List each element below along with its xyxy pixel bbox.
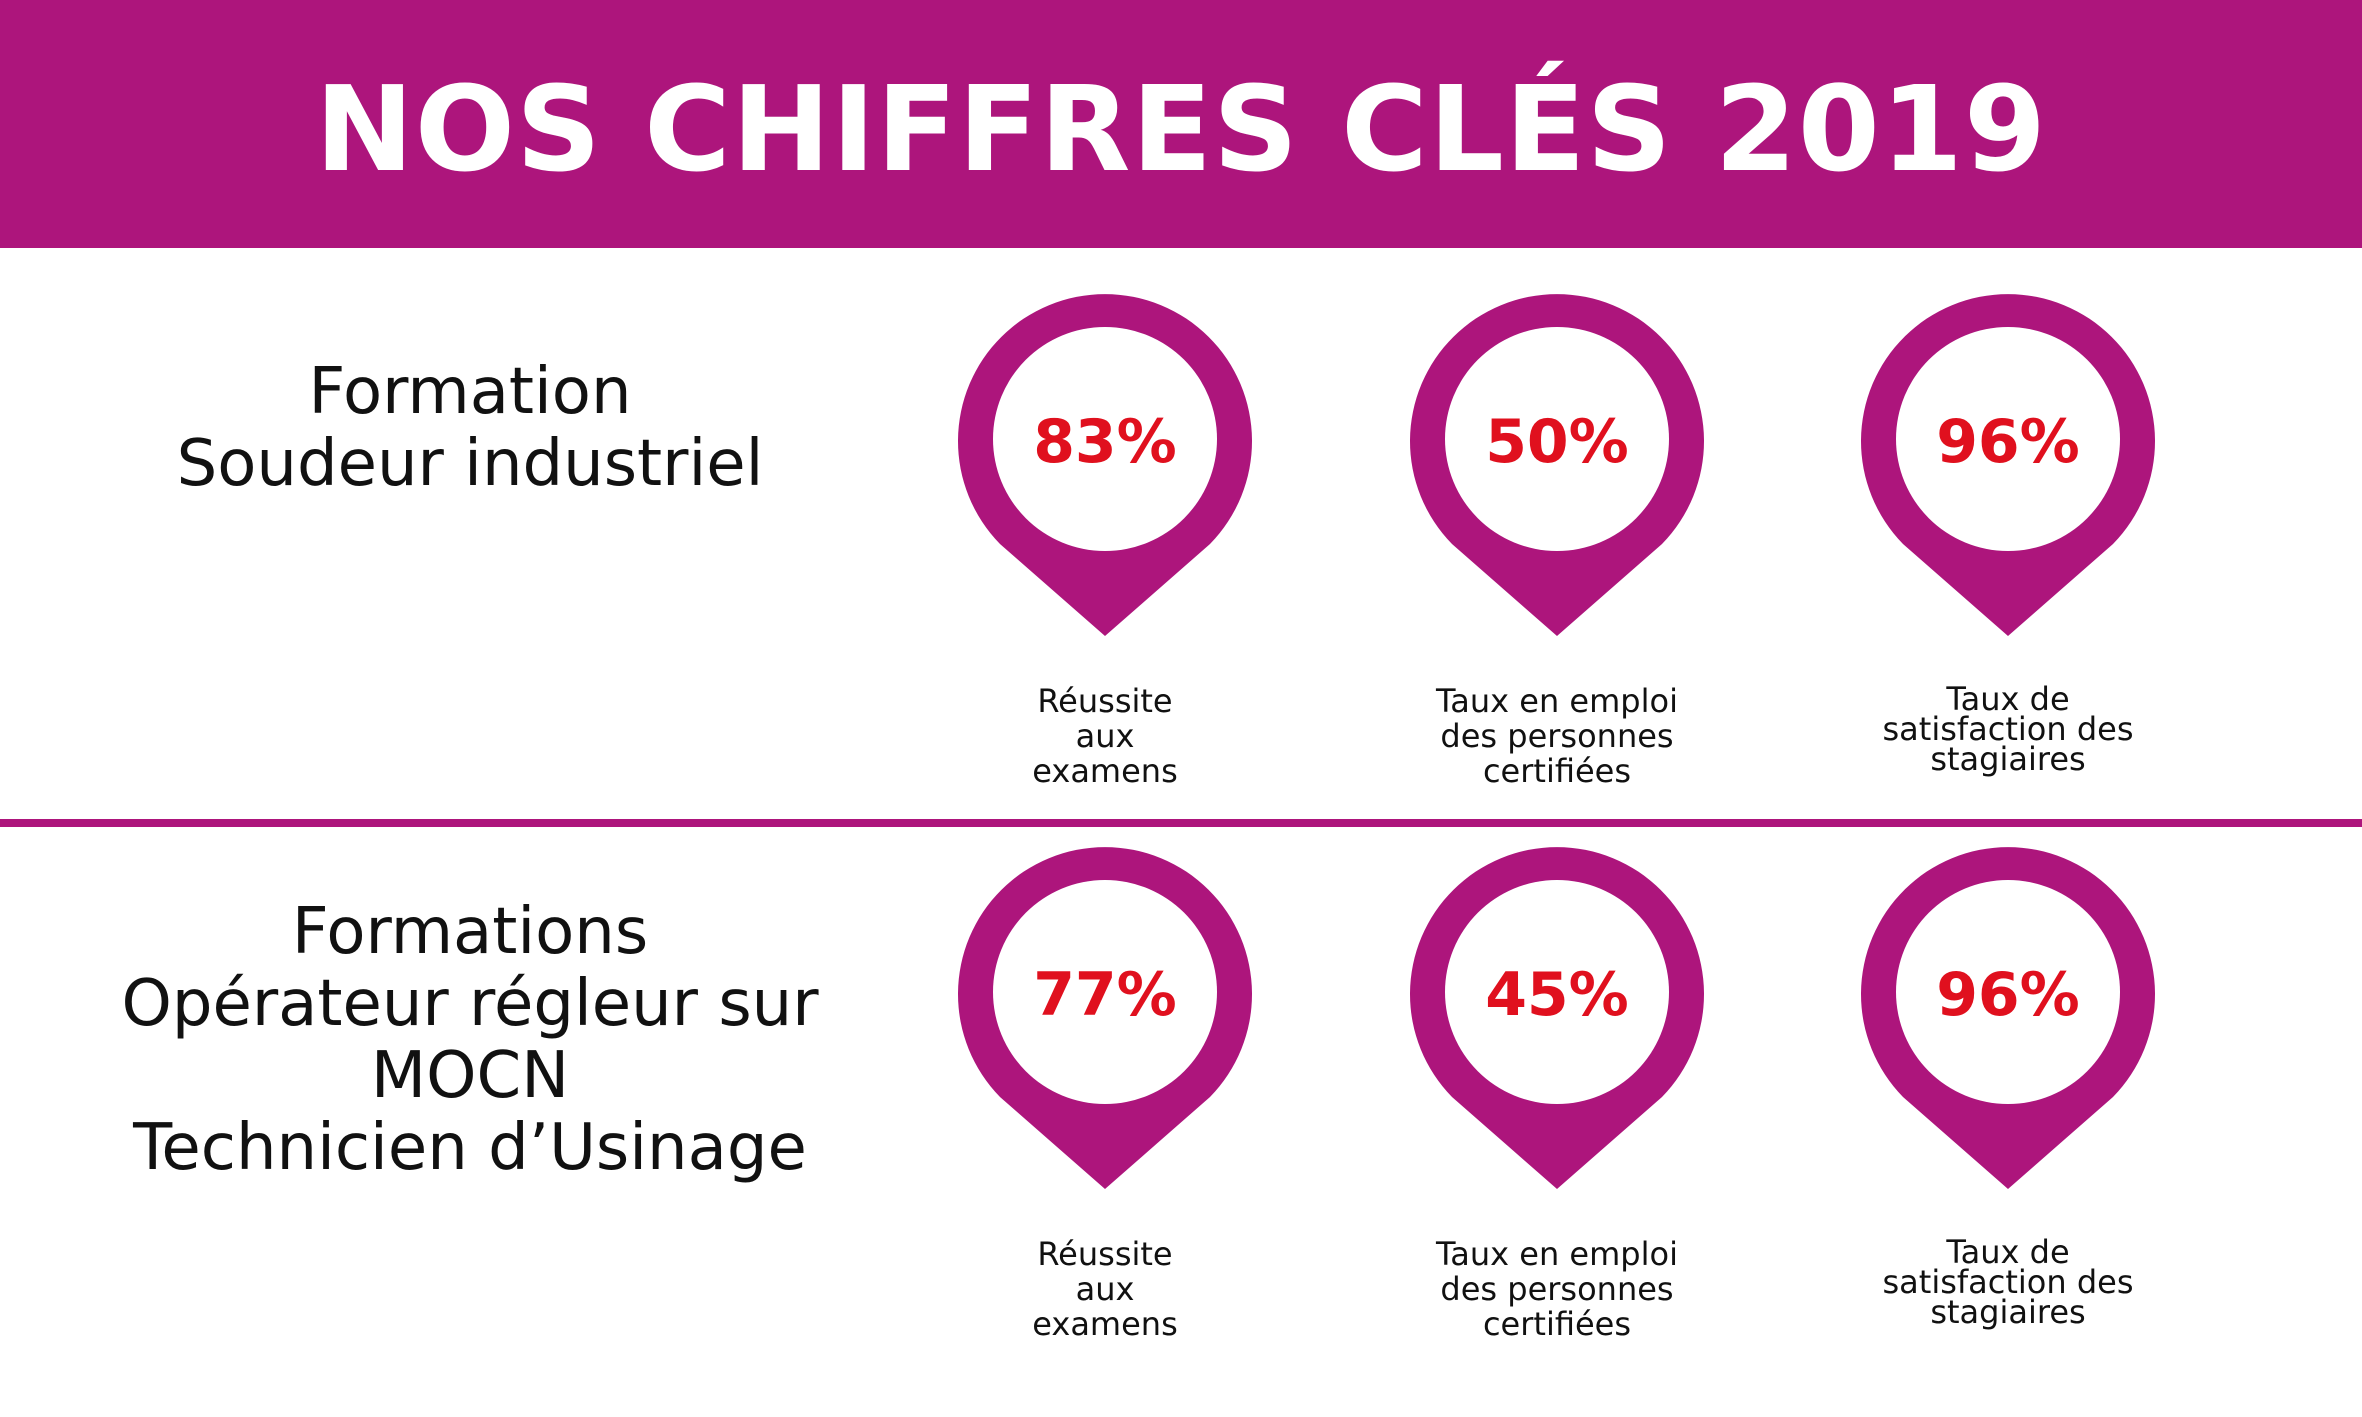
section-title-line: Opérateur régleur sur: [121, 967, 819, 1041]
section-divider: [0, 819, 2362, 827]
map-pin-icon: [1410, 292, 1704, 636]
stat-value: 50%: [1485, 407, 1629, 477]
stat-value: 96%: [1936, 960, 2080, 1030]
section-title: Formations Opérateur régleur sur MOCN Te…: [40, 896, 900, 1184]
stat-value: 83%: [1033, 407, 1177, 477]
map-pin-icon: [958, 292, 1252, 636]
stat-value: 96%: [1936, 407, 2080, 477]
section-title-line: Formation: [308, 355, 632, 429]
stat-value: 45%: [1485, 960, 1629, 1030]
stat-label: Taux de satisfaction des stagiaires: [1882, 1233, 2134, 1331]
section-title-line: Technicien d’Usinage: [133, 1111, 807, 1185]
map-pin-icon: [958, 845, 1252, 1189]
map-pin-icon: [1410, 845, 1704, 1189]
stat-label: Taux en emploi des personnes certifiées: [1436, 682, 1678, 790]
stat-label: Réussite aux examens: [1032, 1235, 1178, 1343]
stat-label: Taux de satisfaction des stagiaires: [1882, 680, 2134, 778]
stat-label: Réussite aux examens: [1032, 682, 1178, 790]
section-title-line: Formations: [291, 895, 649, 969]
section-title-line: MOCN: [370, 1039, 570, 1113]
section-title: Formation Soudeur industriel: [40, 356, 900, 500]
section-title-line: Soudeur industriel: [176, 427, 764, 501]
stat-value: 77%: [1033, 960, 1177, 1030]
map-pin-icon: [1861, 845, 2155, 1189]
map-pin-icon: [1861, 292, 2155, 636]
header-banner: NOS CHIFFRES CLÉS 2019: [0, 0, 2362, 248]
stat-label: Taux en emploi des personnes certifiées: [1436, 1235, 1678, 1343]
page-title: NOS CHIFFRES CLÉS 2019: [314, 60, 2048, 198]
